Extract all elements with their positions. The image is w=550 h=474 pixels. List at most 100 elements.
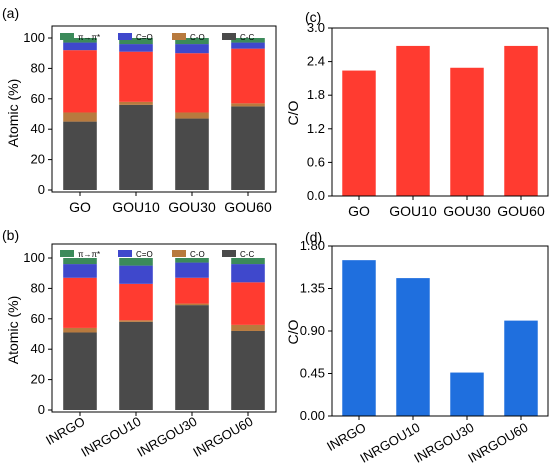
panel-d-bars — [342, 260, 538, 416]
panel-b-ylabel: Atomic (%) — [5, 296, 21, 364]
x-tick-label: GOU10 — [112, 199, 160, 215]
x-tick-label: GOU30 — [168, 199, 216, 215]
bar-segment — [231, 258, 265, 265]
panel-c-label: (c) — [305, 9, 321, 25]
panel-a-bars — [63, 38, 265, 190]
y-tick-label: 60 — [31, 311, 45, 326]
legend-swatch — [118, 250, 132, 257]
x-tick-label: GOU60 — [224, 199, 272, 215]
bar-segment — [119, 258, 153, 266]
panel-d-label: (d) — [305, 229, 322, 245]
y-tick-label: 1.2 — [307, 121, 325, 136]
bar-segment — [119, 38, 153, 45]
bar-segment — [231, 282, 265, 325]
bar-segment — [63, 327, 97, 333]
y-tick-label: 100 — [23, 250, 45, 265]
x-tick-label: INRGOU30 — [134, 414, 199, 460]
panel-a-legend: π→π* C=O C-O C-C — [60, 33, 254, 42]
x-tick-label: GO — [348, 203, 370, 219]
x-tick-label: GOU10 — [389, 203, 437, 219]
y-tick-label: 80 — [31, 60, 45, 75]
y-tick-label: 0.0 — [307, 188, 325, 203]
y-tick-label: 0.00 — [300, 408, 325, 423]
bar-segment — [231, 324, 265, 331]
y-tick-label: 40 — [31, 121, 45, 136]
panel-a-ylabel: Atomic (%) — [5, 79, 21, 147]
panel-b-label: (b) — [2, 227, 19, 243]
bar-segment — [63, 112, 97, 122]
bar-segment — [231, 38, 265, 43]
y-tick-label: 3.0 — [307, 20, 325, 35]
bar-segment — [175, 53, 209, 113]
x-tick-label: INRGOU10 — [357, 420, 422, 466]
panel-a-x-ticks: GO GOU10 GOU30 GOU60 — [69, 192, 272, 215]
legend-label: π→π* — [78, 33, 100, 42]
bar-segment — [63, 42, 97, 51]
bar — [396, 45, 430, 196]
legend-label: C=O — [136, 33, 153, 42]
panel-a-frame — [51, 25, 277, 193]
bar-segment — [175, 38, 209, 45]
y-tick-label: 2.4 — [307, 54, 325, 69]
panel-b-bars — [63, 258, 265, 410]
y-tick-label: 20 — [31, 152, 45, 167]
bar-segment — [231, 42, 265, 49]
panel-a-label: (a) — [2, 5, 19, 21]
panel-b-y-ticks: 0 20 40 60 80 100 — [23, 250, 52, 417]
legend-swatch — [172, 250, 186, 257]
bar-segment — [231, 48, 265, 104]
y-tick-label: 0.45 — [300, 366, 325, 381]
bar-segment — [175, 112, 209, 119]
bar — [504, 320, 538, 416]
legend-label: C=O — [136, 250, 153, 259]
y-tick-label: 20 — [31, 372, 45, 387]
x-tick-label: GOU30 — [443, 203, 491, 219]
bar-segment — [119, 283, 153, 321]
panel-a-y-ticks: 0 20 40 60 80 100 — [23, 30, 52, 197]
legend-swatch — [60, 250, 74, 257]
legend-swatch — [222, 250, 236, 257]
panel-b-frame — [51, 243, 277, 413]
panel-d: (d) C/O 0.000.450.901.351.80 INRGOINRGOU… — [285, 229, 549, 466]
legend-swatch — [222, 33, 236, 40]
y-tick-label: 1.35 — [300, 281, 325, 296]
y-tick-label: 0.6 — [307, 154, 325, 169]
bar-segment — [231, 264, 265, 283]
bar-segment — [63, 258, 97, 265]
bar — [342, 260, 376, 416]
bar-segment — [175, 44, 209, 54]
bar-segment — [119, 265, 153, 284]
bar-segment — [63, 264, 97, 278]
bar-segment — [119, 321, 153, 410]
bar-segment — [175, 303, 209, 306]
x-tick-label: INRGOU10 — [78, 414, 143, 460]
panel-c-x-ticks: GO GOU10 GOU30 GOU60 — [348, 196, 545, 219]
bar-segment — [63, 50, 97, 113]
panel-c-y-ticks: 0.0 0.6 1.2 1.8 2.4 3.0 — [307, 20, 332, 203]
bar-segment — [175, 258, 209, 263]
y-tick-label: 0 — [38, 182, 45, 197]
bar-segment — [231, 106, 265, 190]
y-tick-label: 1.8 — [307, 87, 325, 102]
bar — [450, 372, 484, 416]
panel-c-frame — [331, 27, 549, 197]
x-tick-label: INRGO — [43, 414, 87, 448]
y-tick-label: 40 — [31, 341, 45, 356]
x-tick-label: INRGOU60 — [190, 414, 255, 460]
y-tick-label: 0 — [38, 402, 45, 417]
x-tick-label: INRGOU60 — [465, 420, 530, 466]
x-tick-label: GO — [69, 199, 91, 215]
bar-segment — [175, 118, 209, 190]
legend-label: π→π* — [78, 250, 100, 259]
bar-segment — [231, 330, 265, 410]
panel-c-bars — [342, 45, 538, 196]
legend-label: C-O — [190, 250, 205, 259]
bar-segment — [175, 262, 209, 278]
panel-b-legend: π→π* C=O C-O C-C — [60, 250, 254, 259]
legend-label: C-O — [190, 33, 205, 42]
bar-segment — [175, 277, 209, 304]
x-tick-label: GOU60 — [497, 203, 545, 219]
panel-d-ylabel: C/O — [285, 319, 301, 344]
